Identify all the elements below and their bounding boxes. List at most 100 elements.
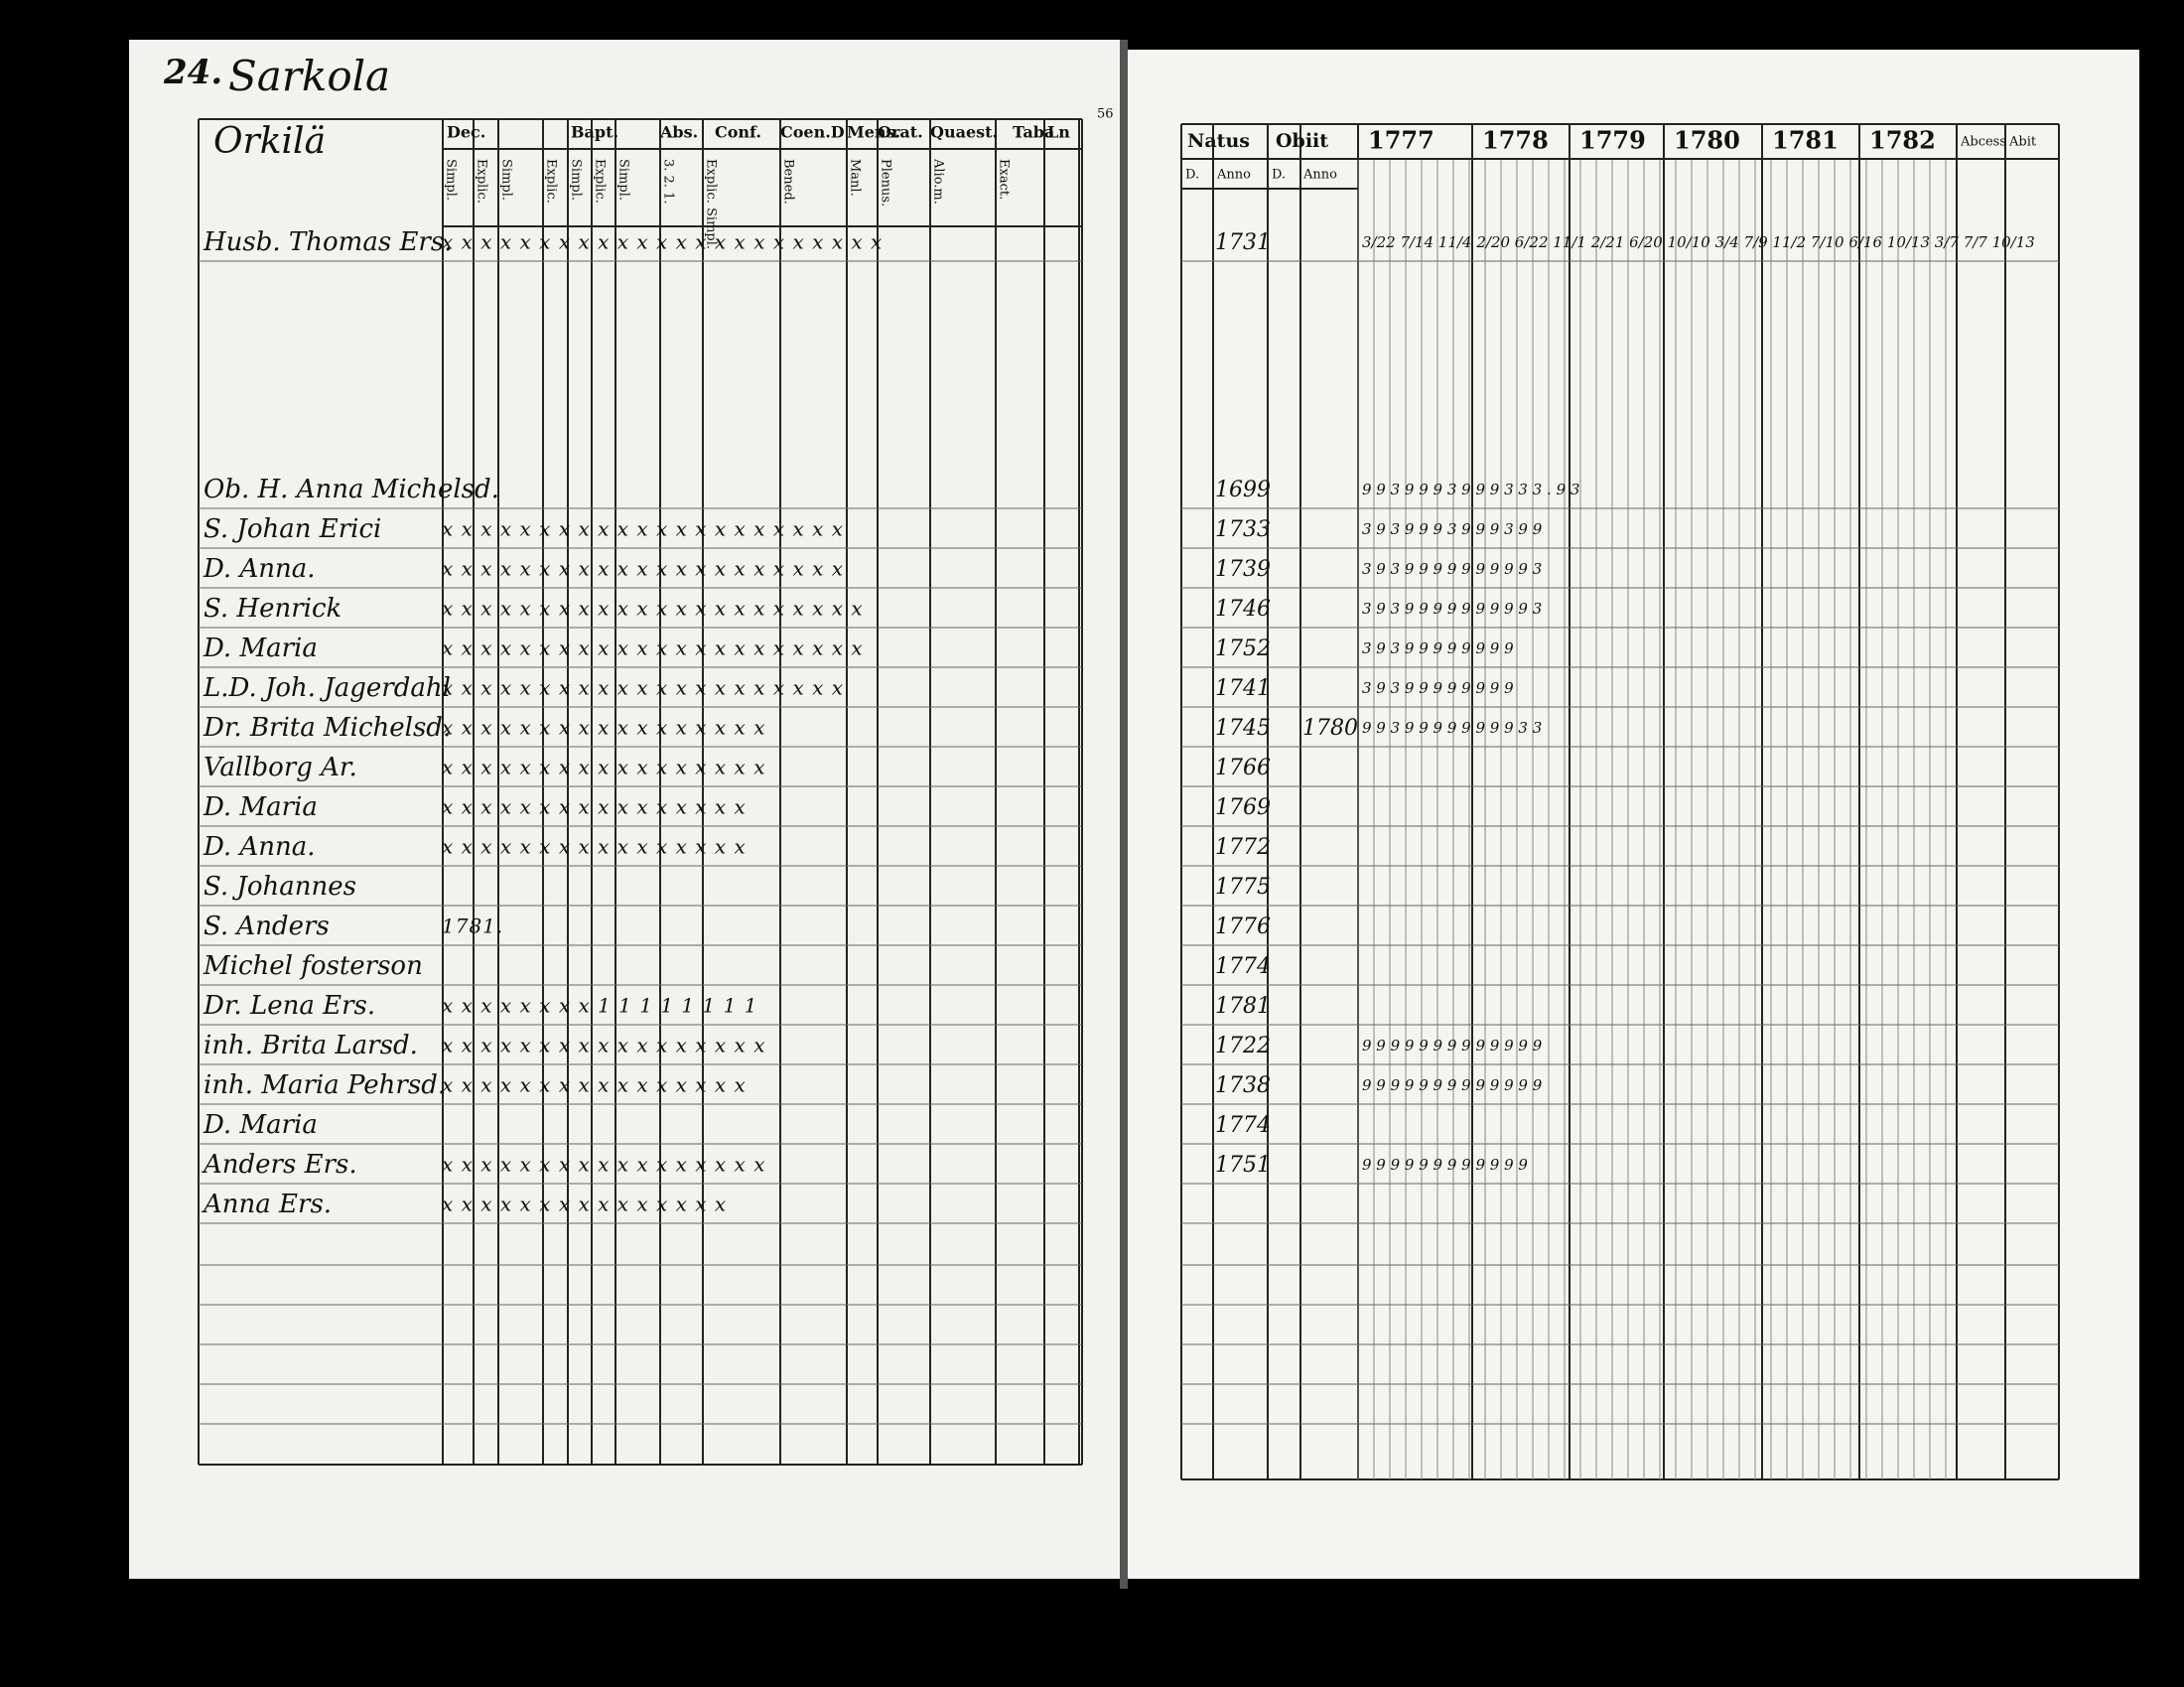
column-header: Taba: [1013, 123, 1054, 142]
person-name: Anders Ers.: [202, 1150, 357, 1180]
column-header: Abit: [2008, 135, 2037, 150]
catechism-marks: x x x x x x x x x x x x x x x x x: [442, 756, 765, 779]
column-header: Quaest.: [930, 123, 998, 142]
column-subheader: Explic. Simpl.: [704, 159, 719, 249]
person-name: D. Anna.: [203, 554, 315, 584]
person-name: Vallborg Ar.: [204, 753, 357, 782]
catechism-marks: x x x x x x x x x x x x x x x x x x x x …: [442, 557, 844, 581]
reading-notes: 3 9 3 9 9 9 3 9 9 9 3 9 9: [1362, 520, 1543, 538]
birth-year: 1739: [1215, 557, 1271, 582]
birth-year: 1774: [1215, 1113, 1271, 1138]
birth-year: 1781: [1215, 994, 1271, 1019]
column-header: Anno: [1302, 168, 1337, 183]
column-subheader: Explic.: [593, 159, 608, 204]
column-subheader: Manl.: [848, 159, 863, 197]
birth-year: 1751: [1215, 1153, 1271, 1178]
birth-year: 1775: [1215, 875, 1271, 900]
column-header: D.: [1272, 168, 1286, 183]
reading-notes: 9 9 9 9 9 9 9 9 9 9 9 9 9: [1362, 1076, 1543, 1094]
reading-notes: 3/22 7/14 11/4 2/20 6/22 11/1 2/21 6/20 …: [1362, 233, 2035, 251]
column-header: Abcess: [1960, 135, 2006, 150]
catechism-marks: x x x x x x x x x x x x x x x x x: [442, 1153, 765, 1177]
column-subheader: Alio.m.: [931, 158, 946, 205]
reading-notes: 9 9 3 9 9 9 3 9 9 9 3 3 3 . 9 3: [1362, 481, 1579, 498]
year-header: 1777: [1368, 126, 1434, 155]
year-header: 1779: [1579, 126, 1646, 155]
column-subheader: Plenus.: [879, 159, 893, 207]
column-subheader: 3. 2. 1.: [661, 159, 676, 204]
reading-notes: 3 9 3 9 9 9 9 9 9 9 9 9 3: [1362, 560, 1542, 578]
catechism-marks: x x x x x x x x x x x x x x x x x: [442, 716, 765, 740]
catechism-marks: x x x x x x x x 1 1 1 1 1 1 1 1: [442, 994, 757, 1018]
catechism-marks: x x x x x x x x x x x x x x x x: [442, 1073, 747, 1097]
column-header: Obiit: [1276, 130, 1328, 152]
person-name: inh. Maria Pehrsd.: [204, 1070, 446, 1100]
person-name: Michel fosterson: [203, 951, 423, 981]
birth-year: 1766: [1215, 756, 1271, 780]
birth-year: 1746: [1215, 597, 1271, 622]
column-header: Orat.: [878, 123, 923, 142]
column-header: Mens.: [847, 123, 900, 142]
column-header: Abs.: [659, 123, 698, 142]
person-name: L.D. Joh. Jagerdahl: [203, 673, 451, 703]
catechism-marks: x x x x x x x x x x x x x x x: [442, 1193, 727, 1216]
column-header: D.: [1185, 168, 1199, 183]
reading-notes: 3 9 3 9 9 9 9 9 9 9 9: [1362, 639, 1514, 657]
person-name: D. Maria: [203, 633, 318, 663]
person-name: inh. Brita Larsd.: [204, 1031, 418, 1060]
birth-year: 1722: [1215, 1034, 1271, 1058]
catechism-marks: x x x x x x x x x x x x x x x x x x x x …: [442, 597, 864, 621]
year-header: 1778: [1482, 126, 1549, 155]
reading-notes: 3 9 3 9 9 9 9 9 9 9 9: [1362, 679, 1514, 697]
person-name: Dr. Brita Michelsd.: [203, 713, 451, 743]
birth-year: 1733: [1215, 517, 1271, 542]
birth-year: 1699: [1215, 478, 1271, 502]
column-header: Bapt.: [571, 123, 618, 142]
column-header: Natus: [1187, 130, 1250, 152]
birth-year: 1745: [1215, 716, 1271, 741]
person-name: Dr. Lena Ers.: [203, 991, 375, 1021]
catechism-marks: x x x x x x x x x x x x x x x x x x x x …: [442, 230, 883, 254]
reading-notes: 9 9 9 9 9 9 9 9 9 9 9 9: [1362, 1156, 1528, 1174]
catechism-marks: x x x x x x x x x x x x x x x x: [442, 835, 747, 859]
reading-notes: 9 9 3 9 9 9 9 9 9 9 9 3 3: [1362, 719, 1542, 737]
folio: 56: [1097, 107, 1114, 122]
birth-year: 1769: [1215, 795, 1271, 820]
column-subheader: Exact.: [997, 159, 1012, 200]
reading-notes: 9 9 9 9 9 9 9 9 9 9 9 9 9: [1362, 1037, 1543, 1054]
birth-year: 1731: [1215, 230, 1271, 255]
village: Sarkola: [228, 52, 390, 100]
person-name: S. Johannes: [204, 872, 356, 902]
birth-year: 1776: [1215, 914, 1271, 939]
column-header: Ln: [1047, 123, 1070, 142]
death-year: 1780: [1302, 716, 1358, 741]
column-header: Dec.: [447, 123, 485, 142]
page-number: 24.: [163, 53, 222, 92]
catechism-marks: x x x x x x x x x x x x x x x x x x x x …: [442, 676, 844, 700]
year-header: 1780: [1674, 126, 1740, 155]
person-name: S. Johan Erici: [204, 514, 381, 544]
catechism-marks: 1781.: [442, 914, 503, 938]
catechism-marks: x x x x x x x x x x x x x x x x: [442, 795, 747, 819]
column-subheader: Bened.: [781, 159, 796, 205]
column-header: Anno: [1216, 168, 1251, 183]
column-subheader: Simpl.: [499, 159, 514, 201]
person-name: Anna Ers.: [202, 1190, 332, 1219]
column-subheader: Simpl.: [616, 159, 631, 201]
catechism-marks: x x x x x x x x x x x x x x x x x x x x …: [442, 517, 844, 541]
birth-year: 1752: [1215, 636, 1271, 661]
birth-year: 1738: [1215, 1073, 1271, 1098]
year-header: 1781: [1772, 126, 1839, 155]
person-name: Husb. Thomas Ers.: [203, 227, 452, 257]
reading-notes: 3 9 3 9 9 9 9 9 9 9 9 9 3: [1362, 600, 1542, 618]
person-name: D. Maria: [203, 1110, 318, 1140]
column-subheader: Simpl.: [444, 159, 459, 201]
birth-year: 1772: [1215, 835, 1271, 860]
person-name: D. Maria: [203, 792, 318, 822]
person-name: S. Henrick: [204, 594, 341, 624]
person-name: D. Anna.: [203, 832, 315, 862]
birth-year: 1741: [1215, 676, 1271, 701]
year-header: 1782: [1869, 126, 1936, 155]
left-page: [129, 40, 1122, 1579]
